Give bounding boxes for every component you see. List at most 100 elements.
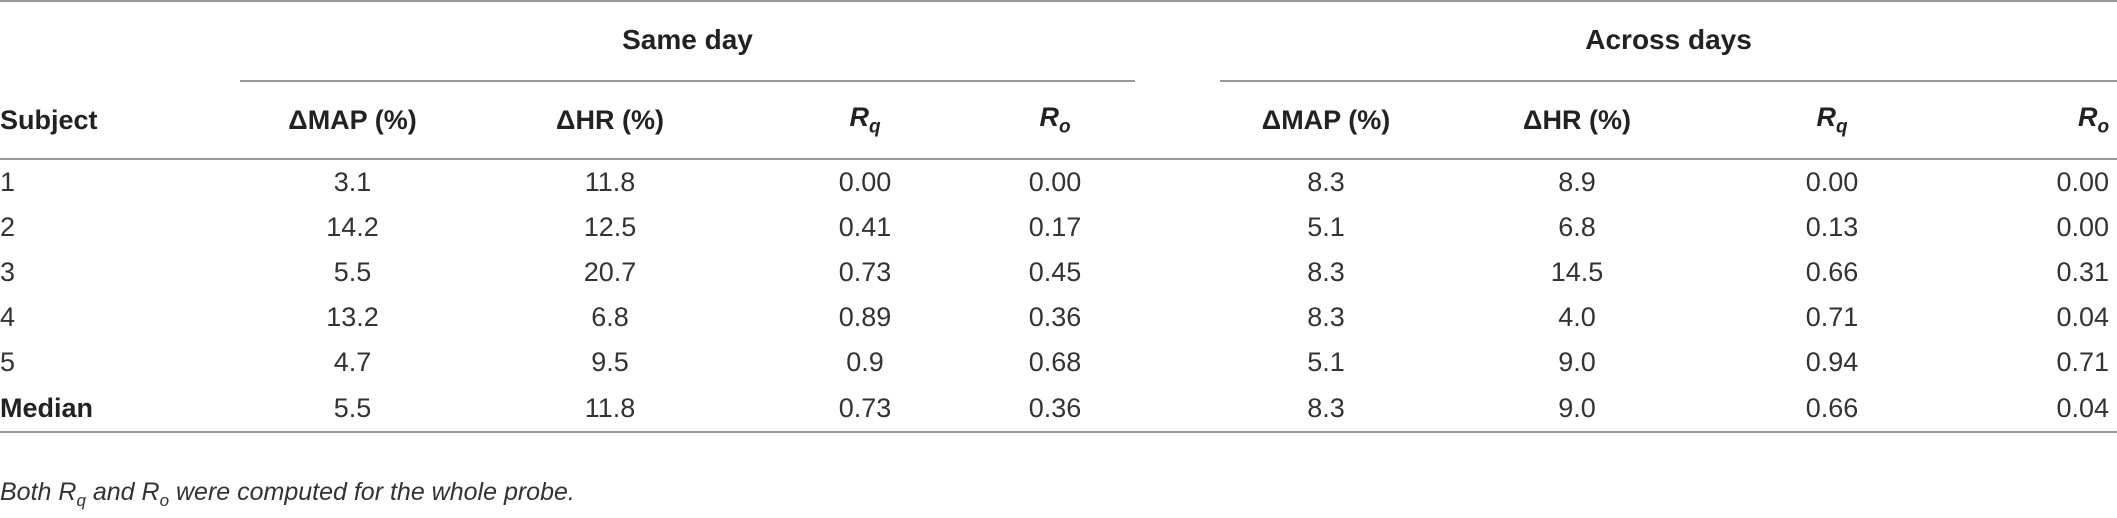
footnote-rq-symbol: R xyxy=(58,478,77,506)
group-header-same-day: Same day xyxy=(240,0,1135,82)
cell-same-day-rq: 0.00 xyxy=(838,167,892,197)
column-header-row: Subject ΔMAP (%) ΔHR (%) Rq Ro ΔMAP (%) … xyxy=(0,82,2117,160)
cell-same-day-dhr: 6.8 xyxy=(591,302,629,332)
cell-same-day-dmap: 5.5 xyxy=(240,385,465,433)
cell-same-day-ro: 0.36 xyxy=(1028,302,1082,332)
footnote-text: and xyxy=(85,478,142,506)
cell-across-days-ro: 0.04 xyxy=(1942,385,2117,433)
cell-same-day-dmap: 5.5 xyxy=(333,257,372,287)
cell-same-day-dhr: 12.5 xyxy=(583,212,637,242)
ro-subscript: o xyxy=(1058,116,1071,138)
column-header-across-days-ro: Ro xyxy=(1942,82,2117,160)
cell-same-day-rq: 0.41 xyxy=(838,212,892,242)
cell-same-day-dhr: 9.5 xyxy=(591,347,629,377)
footnote-text: Both xyxy=(0,478,59,506)
cell-across-days-dmap: 8.3 xyxy=(1220,385,1432,433)
cell-subject: 3 xyxy=(0,257,16,287)
footnote-ro-subscript: o xyxy=(159,491,170,510)
cell-same-day-dmap: 13.2 xyxy=(326,302,379,332)
column-header-same-day-ro: Ro xyxy=(975,82,1135,160)
column-header-gap xyxy=(1135,82,1220,160)
column-header-same-day-dhr: ΔHR (%) xyxy=(465,82,755,160)
table-row: 1 3.1 11.8 0.00 0.00 8.3 8.9 0.00 0.00 xyxy=(0,159,2117,205)
table-row: 4 13.2 6.8 0.89 0.36 8.3 4.0 0.71 0.04 xyxy=(0,295,2117,340)
cell-across-days-dmap: 8.3 xyxy=(1307,302,1345,332)
cell-across-days-rq: 0.71 xyxy=(1805,302,1859,332)
cell-across-days-ro: 0.31 xyxy=(2056,257,2110,287)
column-header-across-days-rq: Rq xyxy=(1722,82,1942,160)
cell-across-days-rq: 0.00 xyxy=(1805,167,1859,197)
cell-across-days-rq: 0.13 xyxy=(1805,212,1859,242)
column-header-across-days-dmap: ΔMAP (%) xyxy=(1220,82,1432,160)
cell-across-days-dmap: 5.1 xyxy=(1307,212,1345,242)
cell-same-day-dhr: 11.8 xyxy=(584,167,636,197)
cell-gap xyxy=(1135,159,1220,205)
cell-same-day-dmap: 3.1 xyxy=(333,167,372,197)
group-gap-cell xyxy=(1135,0,1220,82)
table-row: 2 14.2 12.5 0.41 0.17 5.1 6.8 0.13 0.00 xyxy=(0,205,2117,250)
cell-same-day-ro: 0.17 xyxy=(1028,212,1082,242)
group-header-row: Same day Across days xyxy=(0,0,2117,82)
cell-gap xyxy=(1135,295,1220,340)
cell-across-days-dmap: 8.3 xyxy=(1307,257,1345,287)
cell-across-days-dhr: 6.8 xyxy=(1558,212,1596,242)
column-header-same-day-dmap: ΔMAP (%) xyxy=(240,82,465,160)
cell-same-day-rq: 0.73 xyxy=(755,385,975,433)
cell-gap xyxy=(1135,385,1220,433)
cell-across-days-dmap: 5.1 xyxy=(1307,347,1345,377)
cell-same-day-rq: 0.89 xyxy=(838,302,892,332)
cell-gap xyxy=(1135,250,1220,295)
cell-subject: 5 xyxy=(0,347,16,377)
cell-subject: 1 xyxy=(0,167,16,197)
ro-subscript: o xyxy=(2097,116,2110,138)
cell-across-days-dhr: 4.0 xyxy=(1558,302,1596,332)
cell-gap xyxy=(1135,205,1220,250)
cell-across-days-dhr: 8.9 xyxy=(1558,167,1596,197)
cell-across-days-dmap: 8.3 xyxy=(1307,167,1345,197)
group-header-across-days: Across days xyxy=(1220,0,2117,82)
table-footnote: Both Rq and Ro were computed for the who… xyxy=(0,478,575,511)
cell-gap xyxy=(1135,340,1220,385)
column-header-subject: Subject xyxy=(0,82,240,160)
top-rule xyxy=(0,0,2117,2)
rq-symbol: R xyxy=(849,101,869,132)
cell-same-day-dmap: 14.2 xyxy=(326,212,379,242)
cell-same-day-ro: 0.00 xyxy=(1028,167,1082,197)
cell-same-day-ro: 0.36 xyxy=(975,385,1135,433)
group-label-same-day: Same day xyxy=(240,0,1135,82)
column-header-same-day-rq: Rq xyxy=(755,82,975,160)
cell-same-day-rq: 0.9 xyxy=(846,347,884,377)
cell-across-days-rq: 0.66 xyxy=(1722,385,1942,433)
column-header-across-days-dhr: ΔHR (%) xyxy=(1432,82,1722,160)
cell-across-days-dhr: 9.0 xyxy=(1432,385,1722,433)
results-table: Same day Across days Subject ΔMAP (%) ΔH… xyxy=(0,0,2117,433)
cell-across-days-ro: 0.04 xyxy=(2056,302,2110,332)
ro-symbol: R xyxy=(1039,101,1059,132)
ro-symbol: R xyxy=(2077,101,2098,132)
table-row: 5 4.7 9.5 0.9 0.68 5.1 9.0 0.94 0.71 xyxy=(0,340,2117,385)
cell-same-day-ro: 0.45 xyxy=(1028,257,1082,287)
cell-across-days-ro: 0.71 xyxy=(2056,347,2110,377)
cell-subject: 2 xyxy=(0,212,16,242)
group-empty-cell xyxy=(0,0,240,82)
footnote-rq-subscript: q xyxy=(76,491,86,510)
results-table-container: Same day Across days Subject ΔMAP (%) ΔH… xyxy=(0,0,2117,433)
group-label-across-days: Across days xyxy=(1220,0,2117,82)
cell-same-day-ro: 0.68 xyxy=(1028,347,1082,377)
cell-across-days-ro: 0.00 xyxy=(2056,212,2110,242)
footnote-text: were computed for the whole probe. xyxy=(169,478,575,506)
cell-same-day-dhr: 11.8 xyxy=(465,385,755,433)
median-row: Median 5.5 11.8 0.73 0.36 8.3 9.0 0.66 0… xyxy=(0,385,2117,433)
cell-across-days-dhr: 14.5 xyxy=(1550,257,1604,287)
cell-across-days-rq: 0.66 xyxy=(1805,257,1859,287)
footnote-ro-symbol: R xyxy=(141,478,160,506)
table-row: 3 5.5 20.7 0.73 0.45 8.3 14.5 0.66 0.31 xyxy=(0,250,2117,295)
cell-median-label: Median xyxy=(0,385,240,433)
rq-subscript: q xyxy=(868,116,881,138)
cell-same-day-dmap: 4.7 xyxy=(333,347,372,377)
rq-subscript: q xyxy=(1835,116,1848,138)
cell-across-days-ro: 0.00 xyxy=(2056,167,2110,197)
cell-same-day-rq: 0.73 xyxy=(838,257,892,287)
cell-across-days-rq: 0.94 xyxy=(1805,347,1859,377)
cell-across-days-dhr: 9.0 xyxy=(1558,347,1596,377)
